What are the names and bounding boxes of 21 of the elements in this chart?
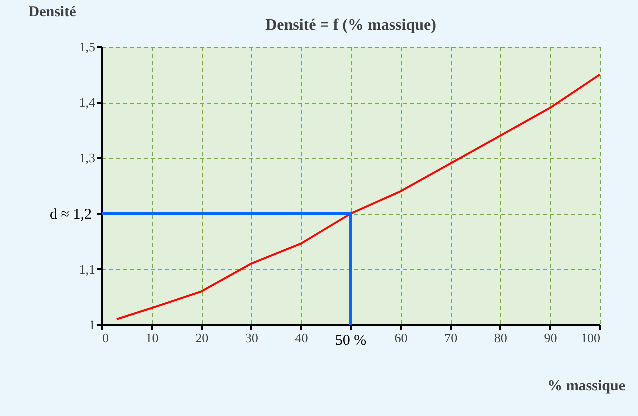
x-tick-label: 70 <box>444 330 458 346</box>
y-tick-label: 1,1 <box>79 262 96 277</box>
annotation: d ≈ 1,2 <box>50 206 92 223</box>
y-tick-label: 1,4 <box>79 95 96 110</box>
annotation: 50 % <box>335 333 367 349</box>
x-tick-label: 40 <box>295 330 308 346</box>
x-tick-label: 100 <box>581 330 600 346</box>
x-axis-title: % massique <box>548 378 626 394</box>
x-tick-label: 30 <box>245 330 258 346</box>
line-series <box>116 74 601 320</box>
x-tick-label: 10 <box>146 330 159 346</box>
chart-title: Densité = f (% massique) <box>266 17 436 34</box>
y-tick-label: 1 <box>89 318 96 332</box>
y-tick-label: 1,3 <box>79 150 96 166</box>
x-tick-label: 80 <box>494 330 508 346</box>
y-axis-title: Densité <box>28 4 77 20</box>
y-tick-label: 1,5 <box>79 40 96 54</box>
x-tick-label: 20 <box>196 330 209 346</box>
x-tick-label: 90 <box>544 330 558 346</box>
x-tick-label: 0 <box>102 330 109 346</box>
x-tick-label: 60 <box>394 330 408 346</box>
